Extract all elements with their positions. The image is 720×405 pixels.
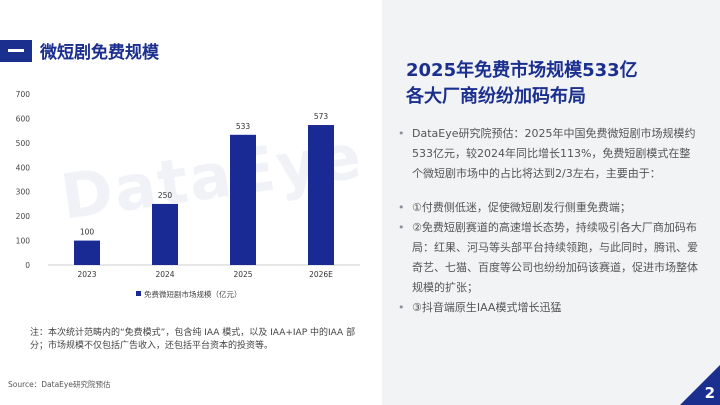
left-panel: 微短剧免费规模 DataEye 0 100 200 300 400 500 600 700 10… [0, 40, 368, 389]
bar [308, 125, 334, 265]
y-tick-label: 200 [16, 212, 31, 221]
bullet-list: DataEye研究院预估：2025年中国免费微短剧市场规模约533亿元，较202… [398, 124, 698, 318]
y-tick-label: 500 [16, 139, 31, 148]
x-tick-label: 2026E [309, 270, 333, 279]
bullet-item: ②免费短剧赛道的高速增长态势，持续吸引各大厂商加码布局：红果、河马等头部平台持续… [398, 218, 698, 298]
section-marker [0, 40, 32, 62]
bar [152, 203, 178, 265]
y-tick-label: 700 [16, 90, 31, 99]
data-label: 573 [314, 112, 329, 121]
page-number: 2 [704, 384, 715, 402]
bar [230, 134, 256, 265]
x-tick-label: 2024 [155, 270, 174, 279]
y-tick-label: 400 [16, 163, 31, 172]
headline-line-1: 2025年免费市场规模533亿 [406, 60, 638, 81]
x-tick-label: 2023 [77, 270, 96, 279]
data-label: 533 [236, 122, 251, 131]
y-tick-label: 0 [25, 261, 30, 270]
headline: 2025年免费市场规模533亿 各大厂商纷纷加码布局 [406, 58, 706, 110]
bar [74, 240, 100, 265]
source-text: Source：DataEye研究院预估 [8, 380, 111, 389]
y-tick-label: 300 [16, 188, 31, 197]
chart-note: 注：本次统计范畴内的“免费模式”，包含纯 IAA 模式，以及 IAA+IAP 中… [30, 328, 356, 351]
bullet-item: ③抖音端原生IAA模式增长迅猛 [398, 298, 698, 318]
legend-label: 免费微短剧市场规模（亿元） [144, 289, 242, 299]
y-tick-label: 600 [16, 114, 31, 123]
section-title: 微短剧免费规模 [40, 43, 159, 63]
bullet-item: ①付费侧低迷，促使微短剧发行侧重免费端； [398, 198, 698, 218]
data-label: 250 [158, 191, 173, 200]
legend-swatch [136, 291, 141, 296]
x-tick-label: 2025 [233, 270, 252, 279]
headline-line-2: 各大厂商纷纷加码布局 [406, 86, 586, 107]
bullet-item: DataEye研究院预估：2025年中国免费微短剧市场规模约533亿元，较202… [398, 124, 698, 184]
data-label: 100 [80, 228, 95, 237]
page-corner [680, 365, 720, 405]
bar-chart: 0 100 200 300 400 500 600 700 100 2023 250 2024 533 2… [16, 90, 360, 299]
y-tick-label: 100 [16, 237, 31, 246]
